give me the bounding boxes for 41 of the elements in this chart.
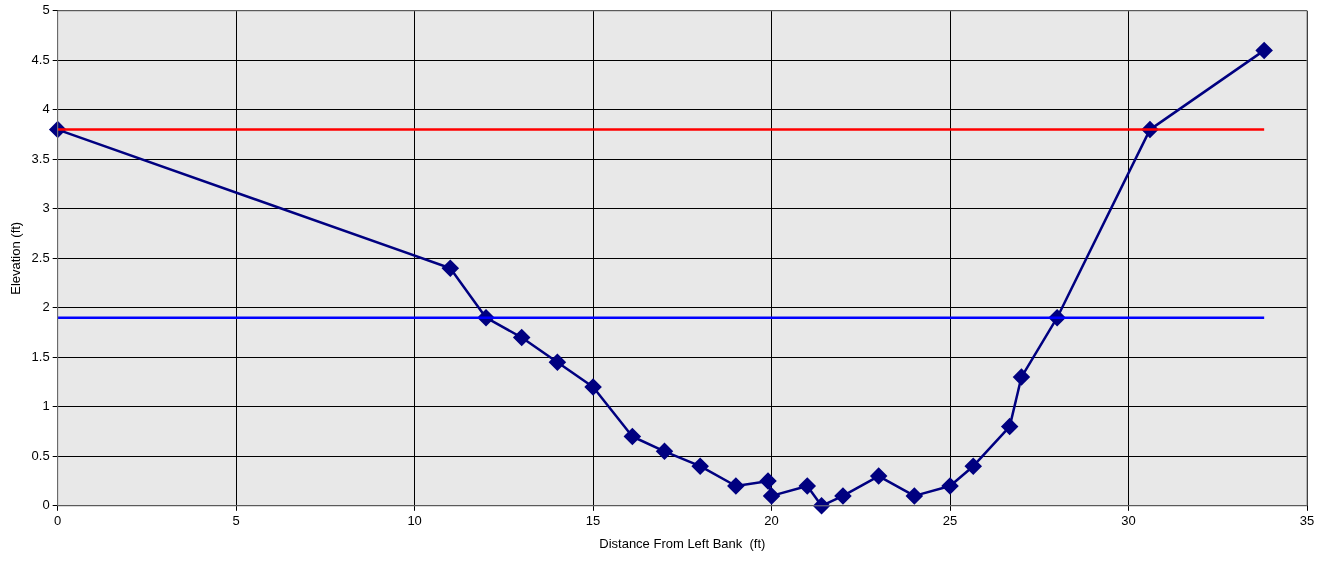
x-tick-label: 20 [764,513,779,529]
y-tick-label: 1.5 [31,348,50,364]
point [759,472,777,490]
x-tick-label: 10 [407,513,422,529]
x-tick-label: 25 [942,513,958,529]
point [1255,42,1273,59]
point [727,477,745,495]
y-tick-label: 2.5 [31,249,50,265]
point [691,457,709,475]
y-tick-label: 4 [42,101,50,117]
x-axis-title: Distance From Left Bank (ft) [599,535,766,551]
point [965,457,982,475]
y-tick-label: 4.5 [31,51,50,67]
y-tick-label: 1 [42,398,50,414]
x-tick-label: 30 [1121,513,1136,529]
point [1013,368,1030,386]
point [1001,418,1018,435]
y-tick-label: 2 [42,299,50,315]
x-tick-label: 15 [585,513,601,529]
y-tick-label: 0 [42,497,50,513]
point [799,477,816,495]
x-tick-label: 0 [54,513,62,529]
point [624,428,641,445]
point [656,443,673,460]
x-tick-label: 35 [1299,513,1315,529]
y-axis-title: Elevation (ft) [8,221,24,295]
point [834,487,852,505]
point [763,487,780,505]
y-tick-label: 3 [42,200,50,216]
point [584,378,602,396]
point [906,487,923,505]
point [870,467,887,485]
point [813,497,830,515]
y-tick-label: 0.5 [31,447,50,463]
point [513,329,530,346]
point [549,354,566,371]
x-tick-label: 5 [232,513,240,529]
point [941,477,959,495]
point [442,259,459,277]
y-tick-label: 3.5 [31,150,50,166]
y-tick-label: 5 [42,2,50,18]
